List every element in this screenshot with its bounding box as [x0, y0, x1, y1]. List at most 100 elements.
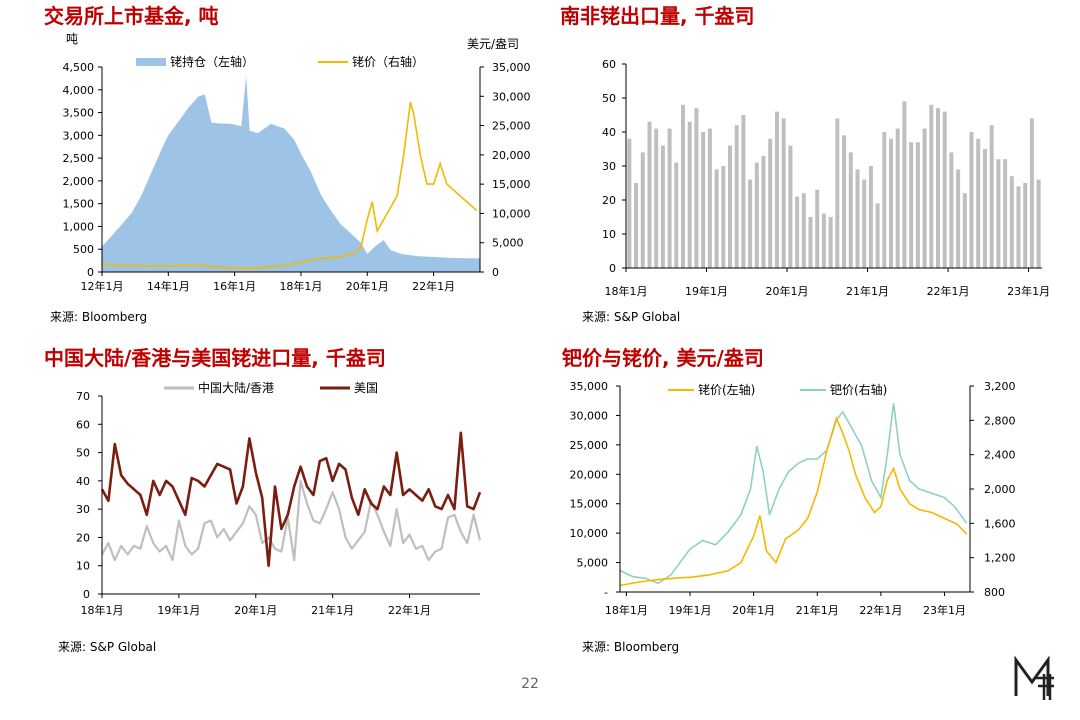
x-tick-label: 19年1月	[669, 603, 712, 617]
y-tick-label: 20	[76, 531, 90, 544]
export-bar	[627, 138, 632, 268]
y-tick-label: 0	[83, 588, 90, 601]
y-left-tick-label: 15,000	[570, 498, 609, 511]
export-bar	[1009, 176, 1014, 268]
export-bar	[681, 104, 685, 268]
x-tick-label: 20年1月	[234, 603, 277, 617]
y-tick-label: 50	[602, 92, 616, 105]
x-tick-label: 18年1月	[279, 279, 322, 293]
legend-palladium-label: 钯价(右轴)	[830, 382, 887, 397]
y-tick-label: 0	[609, 262, 616, 275]
export-bar	[842, 135, 847, 268]
y-tick-label: 60	[76, 418, 90, 431]
export-bar	[956, 169, 961, 268]
y-right-tick-label: 800	[984, 586, 1005, 599]
export-bar	[895, 128, 900, 268]
imports-chart: 0 10 20 30 40 50 60 70 18年1月 19年1月 20年1月 21年1月 22年1月…	[76, 380, 482, 617]
export-bar	[828, 217, 833, 268]
y-tick-label: 20	[602, 194, 616, 207]
export-bar	[1023, 183, 1028, 268]
x-tick-label: 19年1月	[685, 284, 728, 298]
export-bar	[741, 115, 746, 268]
export-bar	[942, 111, 947, 268]
china-hk-import-line	[101, 479, 482, 562]
etf-holdings-area	[102, 76, 480, 272]
page-number: 22	[521, 676, 539, 692]
x-tick-label: 20年1月	[346, 279, 389, 293]
export-bar	[976, 138, 981, 268]
y-right-tick-label: 35,000	[492, 61, 531, 74]
export-bar	[875, 203, 880, 268]
export-bar	[795, 196, 800, 268]
chart4-source: 来源: Bloomberg	[582, 640, 680, 654]
y-right-tick-label: 5,000	[492, 237, 524, 250]
y-tick-label: 10	[602, 228, 616, 241]
y-left-tick-label: 30,000	[570, 409, 609, 422]
x-tick-label: 18年1月	[605, 603, 648, 617]
export-bar	[640, 152, 645, 268]
x-tick-label: 18年1月	[81, 603, 124, 617]
x-tick-label: 14年1月	[147, 279, 190, 293]
export-bar	[654, 128, 659, 268]
y-left-tick-label: 20,000	[570, 468, 609, 481]
export-bar	[1003, 159, 1008, 268]
export-bar	[835, 118, 840, 269]
legend-etf-swatch	[136, 58, 166, 66]
sa-exports-chart: 0 10 20 30 40 50 60 18年1月 19年1月 20年1月 21年1月 22年1月 23…	[602, 58, 1050, 298]
y-left-tick-label: 3,000	[63, 129, 95, 142]
x-tick-label: 22年1月	[859, 603, 902, 617]
export-bar	[815, 189, 820, 268]
y-left-tick-label: 5,000	[577, 557, 609, 570]
export-bar	[721, 166, 726, 268]
y-left-tick-label: -	[604, 586, 608, 599]
y-right-tick-label: 0	[492, 266, 499, 279]
x-tick-label: 12年1月	[81, 279, 124, 293]
y-right-tick-label: 1,600	[984, 517, 1016, 530]
y-left-tick-label: 2,000	[63, 175, 95, 188]
y-right-unit: 美元/盎司	[467, 37, 519, 51]
us-import-line	[100, 431, 482, 567]
chart2-source: 来源: S&P Global	[582, 310, 681, 324]
export-bar	[801, 193, 806, 268]
export-bar	[754, 162, 759, 268]
legend-us-label: 美国	[354, 381, 378, 395]
y-tick-label: 30	[76, 503, 90, 516]
export-bar	[936, 108, 940, 268]
export-bar	[902, 101, 907, 269]
export-bar	[855, 169, 860, 268]
x-tick-label: 23年1月	[1007, 284, 1050, 298]
export-bar	[667, 128, 672, 268]
export-bar	[969, 132, 974, 268]
export-bar	[694, 108, 699, 268]
y-left-tick-label: 4,500	[63, 61, 95, 74]
y-right-tick-label: 2,400	[984, 449, 1016, 462]
export-bar	[674, 162, 679, 268]
y-left-tick-label: 25,000	[570, 439, 609, 452]
legend-china-label: 中国大陆/香港	[198, 380, 274, 395]
chart1-title: 交易所上市基金, 吨	[44, 4, 219, 28]
chart3-source: 来源: S&P Global	[58, 640, 157, 654]
export-bar	[821, 213, 826, 268]
palladium-price-line	[619, 403, 968, 585]
export-bar	[775, 111, 779, 268]
export-bar	[660, 145, 665, 268]
export-bar	[1029, 118, 1034, 269]
export-bar	[962, 193, 967, 268]
export-bar	[848, 152, 853, 268]
export-bar	[781, 118, 786, 269]
y-tick-label: 70	[76, 390, 90, 403]
legend-etf-label: 铑持仓（左轴）	[170, 54, 254, 69]
export-bar	[862, 179, 867, 268]
export-bar	[788, 145, 793, 268]
export-bar	[761, 155, 766, 268]
x-tick-label: 20年1月	[732, 603, 775, 617]
brand-logo-icon	[1014, 655, 1054, 700]
y-tick-label: 60	[602, 58, 616, 71]
export-bar	[728, 145, 732, 268]
export-bar	[882, 132, 887, 268]
export-bar	[701, 132, 706, 268]
export-bar	[768, 138, 773, 268]
legend-rhodium-label: 铑价(左轴)	[698, 382, 755, 397]
rhodium-price-line	[619, 416, 968, 587]
export-bar	[922, 128, 927, 268]
